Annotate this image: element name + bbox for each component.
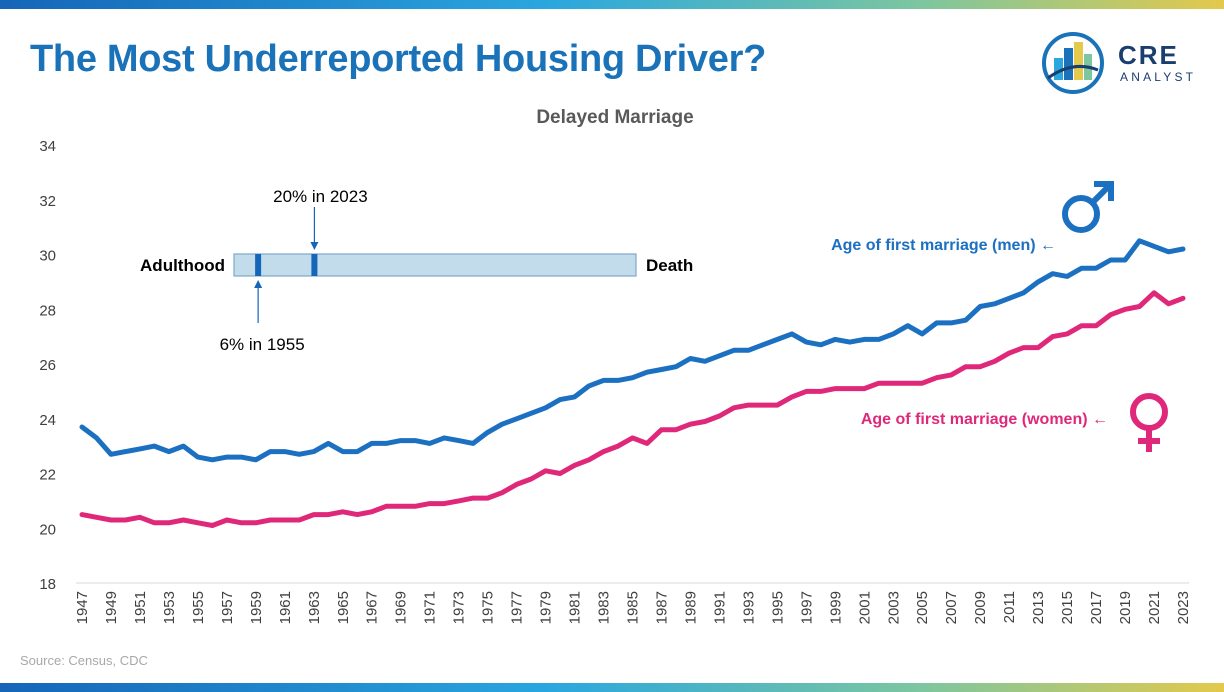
- y-tick-label: 22: [39, 467, 56, 484]
- series-lines: [79, 238, 1186, 528]
- female-symbol-icon: [1130, 393, 1168, 452]
- chart-title: Delayed Marriage: [536, 107, 693, 128]
- x-tick-label: 2019: [1117, 591, 1134, 624]
- x-tick-label: 1949: [103, 591, 120, 624]
- lifeline-right-label: Death: [646, 256, 693, 275]
- male-symbol-icon: [1062, 181, 1114, 233]
- series-line-men: [79, 238, 1186, 463]
- x-tick-label: 1981: [567, 591, 584, 624]
- x-tick-label: 1947: [74, 591, 91, 624]
- y-axis: 18 20 22 24 26 28 30 32 34: [39, 138, 56, 593]
- x-tick-label: 1997: [798, 591, 815, 624]
- x-tick-label: 1967: [364, 591, 381, 624]
- x-tick-label: 1963: [306, 591, 323, 624]
- x-tick-label: 2013: [1030, 591, 1047, 624]
- series-label-men: Age of first marriage (men) ←: [831, 237, 1056, 254]
- x-tick-label: 1959: [248, 591, 265, 624]
- x-tick-label: 1975: [480, 591, 497, 624]
- y-tick-label: 24: [39, 412, 56, 429]
- y-tick-label: 20: [39, 521, 56, 538]
- x-tick-label: 1955: [190, 591, 207, 624]
- x-tick-label: 1973: [451, 591, 468, 624]
- x-tick-label: 2003: [885, 591, 902, 624]
- lifeline-inset: Adulthood Death 20% in 2023 6% in 1955: [140, 187, 693, 354]
- bottom-accent-bar: [0, 683, 1224, 692]
- logo-subtitle: ANALYST: [1120, 70, 1197, 84]
- x-tick-label: 2001: [856, 591, 873, 624]
- x-tick-label: 1977: [509, 591, 526, 624]
- x-tick-label: 1951: [132, 591, 149, 624]
- x-axis: 1947 1949 1951 1953 1955 1957 1959 1961 1963 1965…: [74, 591, 1192, 624]
- x-tick-label: 2023: [1175, 591, 1192, 624]
- lifeline-marker-2023: [311, 254, 318, 276]
- x-tick-label: 1999: [827, 591, 844, 624]
- x-tick-label: 1965: [335, 591, 352, 624]
- x-tick-label: 1989: [682, 591, 699, 624]
- x-tick-label: 2011: [1001, 591, 1018, 623]
- x-tick-label: 1971: [422, 591, 439, 624]
- arrow-2023-head: [310, 242, 319, 250]
- label-2023: 20% in 2023: [273, 187, 368, 206]
- x-tick-label: 2015: [1059, 591, 1076, 624]
- x-tick-label: 1987: [653, 591, 670, 624]
- x-tick-label: 2021: [1146, 591, 1163, 624]
- y-tick-label: 26: [39, 357, 56, 374]
- lifeline-marker-1955: [255, 254, 262, 276]
- lifeline-left-label: Adulthood: [140, 256, 225, 275]
- series-label-women: Age of first marriage (women) ←: [861, 411, 1108, 428]
- x-tick-label: 2005: [914, 591, 931, 624]
- x-tick-label: 2017: [1088, 591, 1105, 624]
- source-note: Source: Census, CDC: [20, 653, 148, 668]
- x-tick-label: 1985: [625, 591, 642, 624]
- x-tick-label: 1983: [596, 591, 613, 624]
- marriage-age-chart: Delayed Marriage 18 20 22 24 26 28 30 32 34 1947…: [39, 107, 1192, 624]
- top-accent-bar: [0, 0, 1224, 9]
- y-tick-label: 30: [39, 248, 56, 265]
- logo-mark-icon: [1042, 32, 1104, 94]
- x-tick-label: 1953: [161, 591, 178, 624]
- x-tick-label: 1979: [538, 591, 555, 624]
- x-tick-label: 1991: [711, 591, 728, 624]
- logo: CRE ANALYST: [1040, 30, 1220, 96]
- y-tick-label: 34: [39, 138, 56, 155]
- y-tick-label: 28: [39, 302, 56, 319]
- arrow-1955-head: [254, 280, 263, 288]
- page-title: The Most Underreported Housing Driver?: [30, 38, 767, 80]
- label-1955: 6% in 1955: [220, 335, 305, 354]
- y-tick-label: 18: [39, 576, 56, 593]
- x-tick-label: 1957: [219, 591, 236, 624]
- logo-wordmark: CRE: [1118, 40, 1179, 70]
- x-tick-label: 1993: [740, 591, 757, 624]
- series-labels: Age of first marriage (men) ← Age of firs…: [831, 237, 1108, 428]
- series-line-women: [79, 290, 1186, 528]
- x-tick-label: 2007: [943, 591, 960, 624]
- x-tick-label: 1969: [393, 591, 410, 624]
- x-tick-label: 2009: [972, 591, 989, 624]
- x-tick-label: 1995: [769, 591, 786, 624]
- lifeline-bar: [233, 253, 637, 277]
- y-tick-label: 32: [39, 193, 56, 210]
- x-tick-label: 1961: [277, 591, 294, 624]
